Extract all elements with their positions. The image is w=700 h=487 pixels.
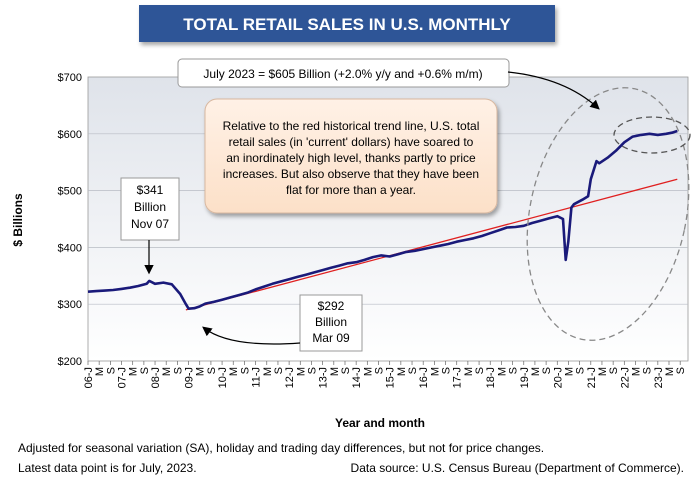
x-tick-label: S: [306, 367, 318, 374]
x-tick-label: S: [172, 367, 184, 374]
x-tick-label: M: [329, 367, 341, 376]
x-tick-label: 15-J: [385, 367, 397, 388]
trough-arrow: [202, 326, 301, 345]
peak-unit: Billion: [134, 200, 166, 214]
x-tick-label: 19-J: [519, 367, 531, 388]
x-tick-label: 20-J: [552, 367, 564, 388]
trough-date: Mar 09: [312, 331, 350, 345]
title-banner: [139, 5, 555, 42]
x-tick-label: S: [206, 367, 218, 374]
x-tick-label: S: [474, 367, 486, 374]
x-tick-label: M: [664, 367, 676, 376]
commentary-line-2: retail sales (in 'current' dollars) have…: [229, 135, 474, 149]
x-tick-label: M: [396, 367, 408, 376]
latest-value-arrow: [507, 71, 600, 110]
x-tick-label: 12-J: [284, 367, 296, 388]
y-axis-ticks: $200 $300 $400 $500 $600 $700: [58, 72, 82, 368]
x-axis-ticks: 06-J M S 07-J M S 08-J M S 09-J M S 10-J M S 11-J M S 12-J…: [83, 361, 687, 388]
x-tick-label: 06-J: [83, 367, 95, 388]
x-tick-label: 21-J: [586, 367, 598, 388]
trough-callout: [299, 294, 363, 352]
x-tick-label: 22-J: [619, 367, 631, 388]
series-line: [87, 129, 678, 310]
footer-source: Data source: U.S. Census Bureau (Departm…: [350, 461, 684, 475]
x-tick-label: M: [563, 367, 575, 376]
y-tick-label: $600: [58, 129, 82, 141]
x-tick-label: S: [575, 367, 587, 374]
peak-value: $341: [137, 183, 164, 197]
chart-title: TOTAL RETAIL SALES IN U.S. MONTHLY: [183, 15, 511, 34]
commentary-box: [204, 98, 498, 214]
commentary-line-3: an inordinately high level, thanks partl…: [226, 151, 476, 165]
x-tick-label: S: [273, 367, 285, 374]
x-tick-label: 23-J: [653, 367, 665, 388]
x-tick-label: M: [195, 367, 207, 376]
x-tick-label: S: [608, 367, 620, 374]
highlight-ellipse-large: [526, 87, 690, 341]
x-tick-label: M: [128, 367, 140, 376]
latest-value-text: July 2023 = $605 Billion (+2.0% y/y and …: [203, 67, 482, 81]
x-tick-label: S: [139, 367, 151, 374]
y-tick-label: $400: [58, 242, 82, 254]
x-tick-label: S: [541, 367, 553, 374]
peak-date: Nov 07: [131, 217, 169, 231]
latest-value-callout: [177, 58, 510, 88]
x-tick-label: 17-J: [452, 367, 464, 388]
y-tick-label: $200: [58, 356, 82, 368]
commentary-line-1: Relative to the red historical trend lin…: [223, 119, 480, 133]
highlight-ellipse-small: [613, 116, 691, 154]
x-tick-label: M: [463, 367, 475, 376]
x-tick-label: 11-J: [251, 367, 263, 388]
commentary-line-5: flat for more than a year.: [286, 183, 416, 197]
x-tick-label: M: [295, 367, 307, 376]
y-tick-label: $700: [58, 72, 82, 84]
footer-note-2: Latest data point is for July, 2023.: [18, 461, 197, 475]
x-tick-label: S: [239, 367, 251, 374]
commentary-line-4: increases. But also observe that they ha…: [223, 167, 479, 181]
peak-callout: [120, 177, 180, 241]
x-tick-label: M: [161, 367, 173, 376]
x-tick-label: S: [374, 367, 386, 374]
x-tick-label: 18-J: [485, 367, 497, 388]
trough-unit: Billion: [315, 315, 347, 329]
x-tick-label: 13-J: [318, 367, 330, 388]
x-tick-label: M: [496, 367, 508, 376]
x-tick-label: 09-J: [184, 367, 196, 388]
x-tick-label: M: [597, 367, 609, 376]
footer-note-1: Adjusted for seasonal variation (SA), ho…: [18, 441, 545, 455]
x-tick-label: M: [262, 367, 274, 376]
y-axis-label: $ Billions: [11, 193, 25, 247]
x-tick-label: S: [675, 367, 687, 374]
x-tick-label: 14-J: [351, 367, 363, 388]
x-tick-label: M: [362, 367, 374, 376]
trough-value: $292: [318, 299, 345, 313]
x-axis-label: Year and month: [335, 416, 425, 430]
x-tick-label: S: [441, 367, 453, 374]
x-tick-label: S: [105, 367, 117, 374]
historical-trend-line: [185, 178, 678, 311]
x-tick-label: M: [630, 367, 642, 376]
x-tick-label: S: [642, 367, 654, 374]
x-tick-label: 07-J: [117, 367, 129, 388]
x-tick-label: 16-J: [418, 367, 430, 388]
x-tick-label: 08-J: [150, 367, 162, 388]
x-tick-label: M: [94, 367, 106, 376]
y-tick-label: $300: [58, 299, 82, 311]
x-tick-label: S: [407, 367, 419, 374]
y-tick-label: $500: [58, 186, 82, 198]
x-tick-label: M: [429, 367, 441, 376]
x-tick-label: S: [508, 367, 520, 374]
x-tick-label: M: [228, 367, 240, 376]
x-tick-label: S: [340, 367, 352, 374]
x-tick-label: 10-J: [217, 367, 229, 388]
x-tick-label: M: [530, 367, 542, 376]
